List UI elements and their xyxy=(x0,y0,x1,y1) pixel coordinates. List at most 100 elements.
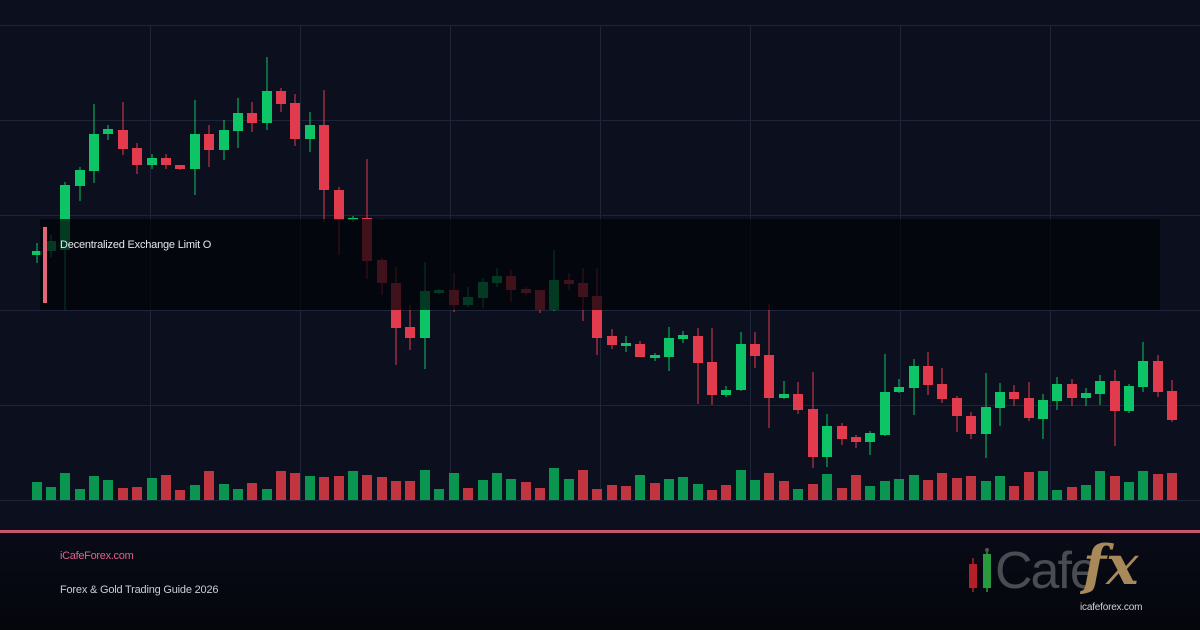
volume-bar xyxy=(46,487,56,500)
logo-word: Cafe xyxy=(995,542,1099,600)
volume-bar xyxy=(463,488,473,500)
volume-bar xyxy=(362,475,372,500)
candle xyxy=(161,154,171,169)
candle xyxy=(405,305,415,350)
volume-bar xyxy=(147,478,157,500)
candle xyxy=(1009,385,1019,406)
candle xyxy=(793,382,803,414)
volume-bar xyxy=(521,482,531,500)
volume-bar xyxy=(262,489,272,500)
volume-bar xyxy=(161,475,171,500)
volume-bar xyxy=(103,480,113,500)
volume-bar xyxy=(204,471,214,500)
volume-bar xyxy=(995,476,1005,500)
volume-bar xyxy=(190,485,200,500)
candle xyxy=(1124,384,1134,413)
volume-bars xyxy=(32,468,1177,500)
candle xyxy=(103,125,113,140)
candle xyxy=(89,104,99,183)
candle xyxy=(966,412,976,439)
volume-bar xyxy=(305,476,315,500)
volume-bar xyxy=(434,489,444,500)
volume-bar xyxy=(535,488,545,500)
volume-bar xyxy=(478,480,488,500)
volume-bar xyxy=(420,470,430,500)
volume-bar xyxy=(32,482,42,500)
candle xyxy=(1153,355,1163,397)
candle xyxy=(1138,342,1148,392)
candle xyxy=(750,332,760,368)
volume-bar xyxy=(492,473,502,500)
volume-bar xyxy=(1153,474,1163,500)
candle xyxy=(1167,380,1177,422)
volume-bar xyxy=(851,475,861,500)
volume-bar xyxy=(1124,482,1134,500)
volume-bar xyxy=(736,470,746,500)
volume-bar xyxy=(923,480,933,500)
candle xyxy=(621,336,631,352)
candle xyxy=(635,341,645,357)
volume-bar xyxy=(1095,471,1105,500)
volume-bar xyxy=(564,479,574,500)
volume-bar xyxy=(880,481,890,500)
volume-bar xyxy=(89,476,99,500)
volume-bar xyxy=(837,488,847,500)
volume-bar xyxy=(506,479,516,500)
annotation-marker xyxy=(43,227,47,303)
volume-bar xyxy=(607,485,617,500)
candle xyxy=(175,165,185,170)
volume-bar xyxy=(1138,471,1148,500)
volume-bar xyxy=(377,477,387,500)
volume-bar xyxy=(865,486,875,500)
volume-bar xyxy=(319,477,329,500)
candle xyxy=(276,88,286,112)
candle xyxy=(132,143,142,174)
candle xyxy=(650,353,660,361)
candle xyxy=(1110,370,1120,446)
candle xyxy=(247,102,257,132)
volume-bar xyxy=(1052,490,1062,500)
candle xyxy=(204,125,214,167)
volume-bar xyxy=(290,473,300,500)
annotation-label: Decentralized Exchange Limit O xyxy=(60,239,212,251)
volume-bar xyxy=(707,490,717,500)
volume-bar xyxy=(750,480,760,500)
candle xyxy=(305,112,315,152)
volume-bar xyxy=(75,489,85,500)
volume-bar xyxy=(118,488,128,500)
volume-bar xyxy=(405,481,415,500)
candle xyxy=(779,381,789,399)
site-link[interactable]: iCafeForex.com xyxy=(60,550,134,562)
candle xyxy=(319,90,329,222)
candle xyxy=(75,167,85,201)
candle xyxy=(118,102,128,155)
volume-bar xyxy=(578,470,588,500)
volume-bar xyxy=(449,473,459,500)
candle xyxy=(851,435,861,448)
candle xyxy=(1024,382,1034,421)
volume-bar xyxy=(764,473,774,500)
candlestick-chart: Decentralized Exchange Limit O xyxy=(0,25,1200,501)
volume-bar xyxy=(233,489,243,500)
candle xyxy=(219,120,229,160)
candle xyxy=(678,331,688,343)
candle xyxy=(147,154,157,169)
candle xyxy=(233,98,243,148)
volume-bar xyxy=(894,479,904,500)
volume-bar xyxy=(650,483,660,500)
candle xyxy=(880,354,890,436)
candle xyxy=(664,327,674,371)
logo-fx: fx xyxy=(1083,533,1139,597)
volume-bar xyxy=(952,478,962,500)
volume-bar xyxy=(247,483,257,500)
volume-bar xyxy=(549,468,559,500)
volume-bar xyxy=(808,484,818,500)
candle xyxy=(981,373,991,458)
volume-bar xyxy=(1167,473,1177,500)
candle xyxy=(707,328,717,405)
volume-bar xyxy=(937,473,947,500)
candle xyxy=(1038,394,1048,439)
volume-bar xyxy=(348,471,358,500)
brand-logo[interactable]: Cafe fx icafeforex.com xyxy=(965,534,1165,618)
candle xyxy=(1095,375,1105,405)
